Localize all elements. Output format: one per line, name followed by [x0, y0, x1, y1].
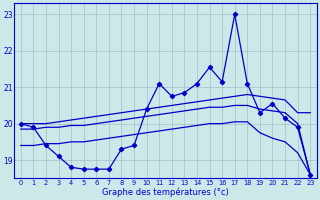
- X-axis label: Graphe des températures (°c): Graphe des températures (°c): [102, 187, 229, 197]
